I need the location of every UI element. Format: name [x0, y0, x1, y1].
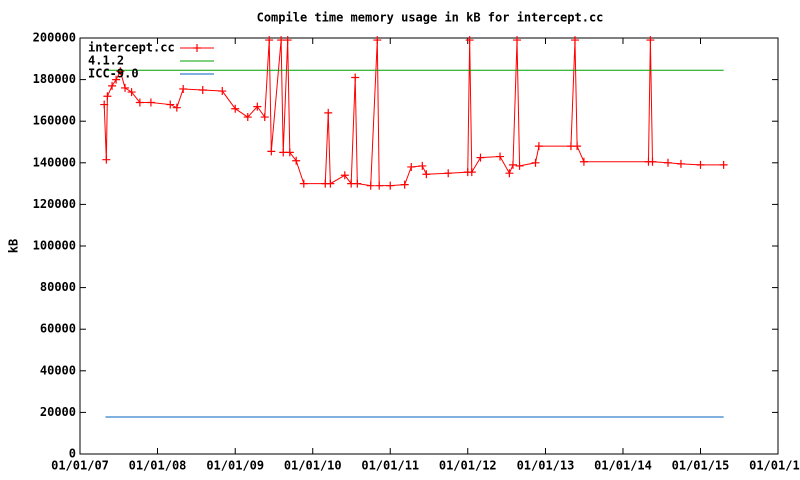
point-marker — [283, 36, 292, 45]
point-marker — [285, 148, 294, 157]
point-marker — [179, 84, 188, 93]
point-marker — [324, 108, 333, 117]
point-marker — [531, 158, 540, 167]
point-marker — [103, 92, 112, 101]
point-marker — [476, 153, 485, 162]
y-tick-label: 0 — [69, 447, 76, 461]
point-marker — [534, 142, 543, 151]
point-marker — [218, 87, 227, 96]
x-tick-label: 01/01/14 — [594, 459, 652, 473]
point-marker — [299, 179, 308, 188]
point-marker — [418, 161, 427, 170]
y-tick-label: 180000 — [33, 72, 76, 86]
y-tick-label: 200000 — [33, 31, 76, 45]
point-marker — [373, 36, 382, 45]
point-marker — [407, 162, 416, 171]
point-marker — [198, 86, 207, 94]
x-tick-label: 01/01/12 — [439, 459, 497, 473]
y-axis-label: kB — [7, 239, 21, 253]
point-marker — [646, 36, 655, 45]
x-tick-label: 01/01/09 — [206, 459, 264, 473]
point-marker — [166, 100, 175, 109]
point-marker — [135, 98, 144, 107]
y-tick-label: 100000 — [33, 239, 76, 253]
series-line — [103, 40, 724, 187]
point-marker — [116, 67, 125, 76]
point-marker — [400, 180, 409, 189]
point-marker — [664, 158, 673, 167]
x-tick-label: 01/01/08 — [129, 459, 187, 473]
point-marker — [573, 142, 582, 151]
x-tick-label: 01/01/11 — [361, 459, 419, 473]
x-tick-label: 01/01/13 — [517, 459, 575, 473]
point-marker — [570, 36, 579, 45]
chart-title: Compile time memory usage in kB for inte… — [257, 11, 604, 25]
point-marker — [146, 98, 155, 107]
point-marker — [172, 103, 181, 112]
legend-label: intercept.cc — [88, 41, 175, 55]
point-marker — [515, 161, 524, 170]
point-marker — [260, 113, 269, 122]
point-marker — [340, 171, 349, 180]
point-marker — [127, 88, 136, 97]
point-marker — [231, 104, 240, 113]
point-marker — [496, 152, 505, 161]
point-marker — [366, 181, 375, 190]
point-marker — [253, 102, 262, 111]
point-marker — [351, 73, 360, 82]
point-marker — [467, 168, 476, 177]
point-marker — [108, 81, 117, 90]
plot-frame — [79, 37, 779, 455]
point-marker — [505, 169, 514, 178]
point-marker — [243, 113, 252, 122]
y-tick-label: 120000 — [33, 197, 76, 211]
point-marker — [676, 159, 685, 168]
point-marker — [579, 157, 588, 166]
point-marker — [265, 36, 274, 45]
legend-marker — [193, 44, 201, 52]
point-marker — [112, 75, 121, 84]
x-tick-label: 01/01/15 — [672, 459, 730, 473]
legend-label: 4.1.2 — [88, 54, 124, 68]
point-marker — [648, 157, 657, 166]
point-marker — [513, 36, 522, 45]
point-marker — [121, 83, 130, 92]
point-marker — [696, 160, 705, 169]
y-tick-label: 80000 — [40, 280, 76, 294]
point-marker — [422, 170, 431, 179]
point-marker — [386, 181, 395, 190]
point-marker — [353, 179, 362, 188]
point-marker — [444, 169, 453, 178]
y-tick-label: 40000 — [40, 363, 76, 377]
point-marker — [292, 156, 301, 165]
legend-label: ICC-9.0 — [88, 67, 139, 81]
point-marker — [102, 155, 111, 164]
y-tick-label: 140000 — [33, 155, 76, 169]
point-marker — [719, 160, 728, 169]
point-marker — [508, 160, 517, 169]
point-marker — [465, 36, 474, 45]
x-tick-label: 01/01/07 — [51, 459, 109, 473]
y-tick-label: 160000 — [33, 114, 76, 128]
point-marker — [100, 100, 109, 109]
point-marker — [326, 179, 335, 188]
y-tick-label: 20000 — [40, 405, 76, 419]
x-tick-label: 01/01/10 — [284, 459, 342, 473]
point-marker — [267, 147, 276, 156]
y-tick-label: 60000 — [40, 322, 76, 336]
point-marker — [375, 181, 384, 190]
x-tick-label: 01/01/16 — [749, 459, 800, 473]
